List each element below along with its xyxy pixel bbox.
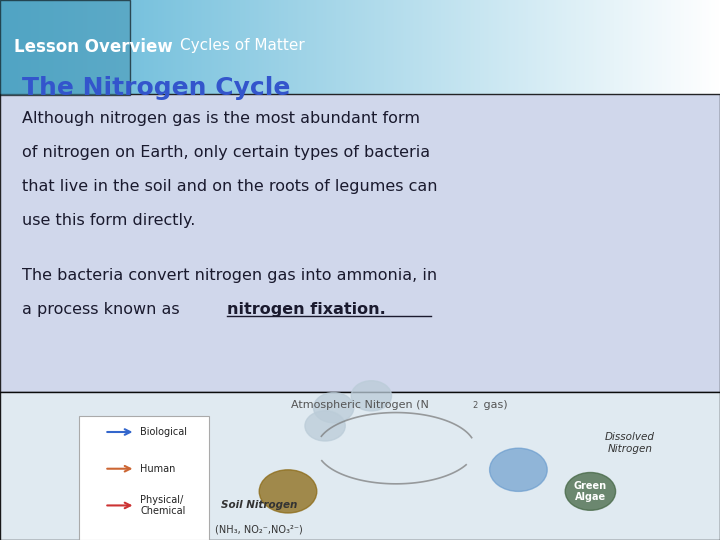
Text: use this form directly.: use this form directly. bbox=[22, 213, 195, 228]
Text: Lesson Overview: Lesson Overview bbox=[14, 38, 173, 56]
FancyBboxPatch shape bbox=[0, 0, 130, 94]
Circle shape bbox=[490, 448, 547, 491]
Circle shape bbox=[259, 470, 317, 513]
FancyBboxPatch shape bbox=[0, 392, 720, 540]
Circle shape bbox=[313, 393, 354, 423]
Text: Human: Human bbox=[140, 464, 176, 474]
FancyBboxPatch shape bbox=[0, 94, 720, 392]
Text: The bacteria convert nitrogen gas into ammonia, in: The bacteria convert nitrogen gas into a… bbox=[22, 268, 437, 284]
Text: Cycles of Matter: Cycles of Matter bbox=[180, 38, 305, 53]
Text: Dissolved
Nitrogen: Dissolved Nitrogen bbox=[605, 432, 655, 454]
Text: Atmospheric Nitrogen (N: Atmospheric Nitrogen (N bbox=[291, 400, 429, 410]
Text: 2: 2 bbox=[472, 401, 477, 410]
Circle shape bbox=[305, 411, 346, 441]
Text: Biological: Biological bbox=[140, 427, 187, 437]
Text: Green
Algae: Green Algae bbox=[574, 481, 607, 502]
Text: Although nitrogen gas is the most abundant form: Although nitrogen gas is the most abunda… bbox=[22, 111, 420, 126]
Circle shape bbox=[565, 472, 616, 510]
Text: that live in the soil and on the roots of legumes can: that live in the soil and on the roots o… bbox=[22, 179, 437, 194]
Text: nitrogen fixation.: nitrogen fixation. bbox=[227, 302, 385, 318]
Text: (NH₃, NO₂⁻,NO₃²⁻): (NH₃, NO₂⁻,NO₃²⁻) bbox=[215, 524, 303, 535]
Text: The Nitrogen Cycle: The Nitrogen Cycle bbox=[22, 76, 290, 99]
Text: of nitrogen on Earth, only certain types of bacteria: of nitrogen on Earth, only certain types… bbox=[22, 145, 430, 160]
Text: a process known as: a process known as bbox=[22, 302, 184, 318]
Text: Physical/
Chemical: Physical/ Chemical bbox=[140, 495, 186, 516]
Text: Soil Nitrogen: Soil Nitrogen bbox=[221, 500, 297, 510]
Circle shape bbox=[351, 381, 392, 411]
Text: gas): gas) bbox=[480, 400, 507, 410]
FancyBboxPatch shape bbox=[79, 416, 209, 540]
